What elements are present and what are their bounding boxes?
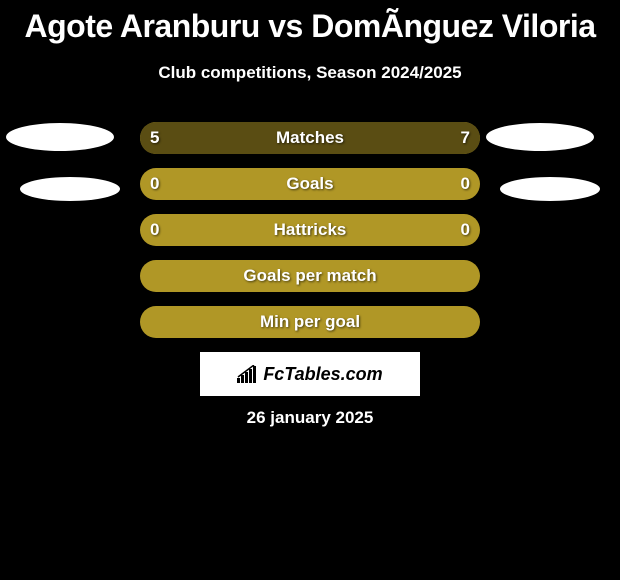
decorative-ellipse [6, 123, 114, 151]
stat-value-right: 0 [461, 214, 470, 246]
stat-row: Min per goal [0, 306, 620, 338]
bar-bg [140, 214, 480, 246]
chart-icon [237, 365, 259, 383]
stat-value-left: 0 [150, 214, 159, 246]
bar-left-fill [140, 122, 276, 154]
stat-rows: Matches57Goals00Hattricks00Goals per mat… [0, 122, 620, 352]
stat-row: Goals per match [0, 260, 620, 292]
decorative-ellipse [486, 123, 594, 151]
subtitle: Club competitions, Season 2024/2025 [0, 63, 620, 83]
stat-value-left: 5 [150, 122, 159, 154]
stat-value-left: 0 [150, 168, 159, 200]
decorative-ellipse [20, 177, 120, 201]
bar-right-fill [276, 122, 480, 154]
stat-value-right: 7 [461, 122, 470, 154]
brand-text: FcTables.com [263, 364, 382, 385]
page-title: Agote Aranburu vs DomÃ­nguez Viloria [0, 0, 620, 45]
brand-box[interactable]: FcTables.com [200, 352, 420, 396]
stat-value-right: 0 [461, 168, 470, 200]
bar-bg [140, 306, 480, 338]
stat-row: Hattricks00 [0, 214, 620, 246]
bar-bg [140, 260, 480, 292]
decorative-ellipse [500, 177, 600, 201]
bar-bg [140, 168, 480, 200]
comparison-widget: Agote Aranburu vs DomÃ­nguez Viloria Clu… [0, 0, 620, 580]
date-label: 26 january 2025 [0, 408, 620, 428]
